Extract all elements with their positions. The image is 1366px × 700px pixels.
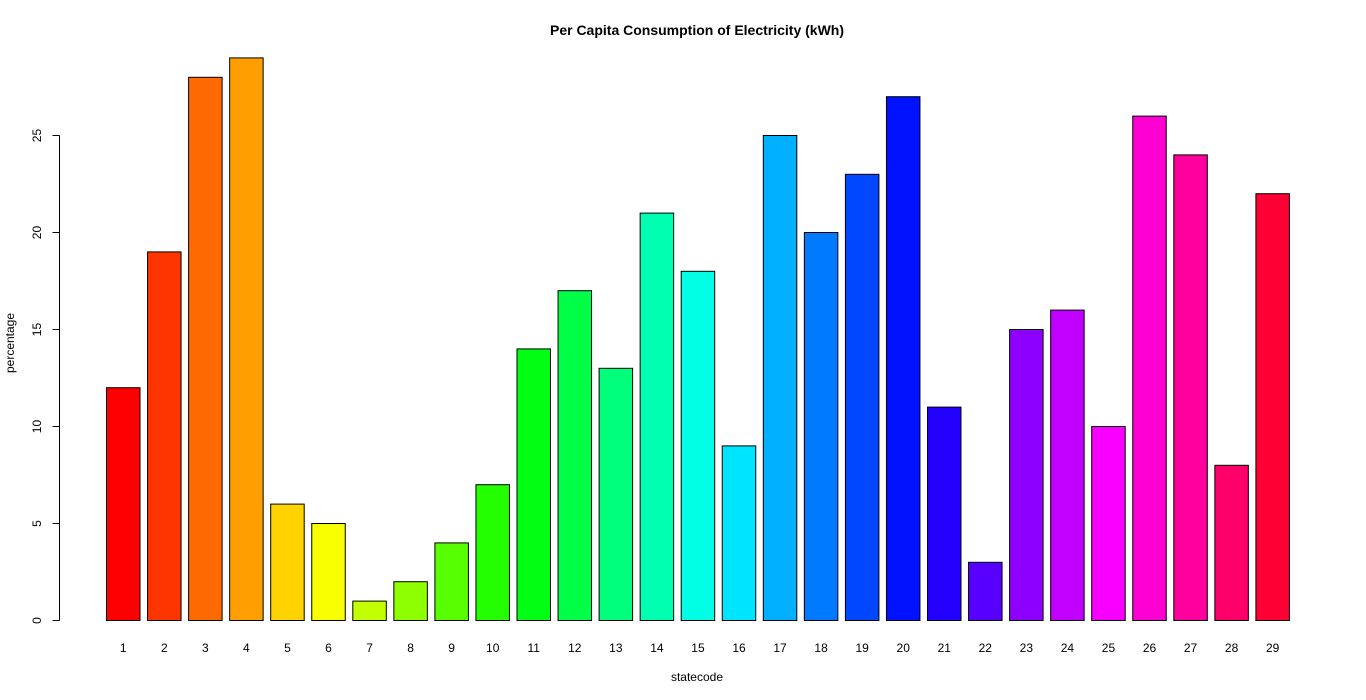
x-tick-label: 11 xyxy=(528,641,541,655)
bar-statecode-14 xyxy=(639,212,675,621)
y-tick-label: 0 xyxy=(30,617,44,624)
x-tick-label: 18 xyxy=(814,641,828,655)
x-tick-labels: 1 2 3 4 5 6 7 8 9 10 11 12 13 14 15 16 17 18 19 20 21 22 23 24 2… xyxy=(120,641,1280,655)
bar-statecode-23 xyxy=(1009,329,1044,621)
x-tick-label: 8 xyxy=(407,641,414,655)
bar-statecode-25 xyxy=(1091,426,1126,621)
x-tick-label: 2 xyxy=(161,641,168,655)
x-tick-label: 25 xyxy=(1102,641,1116,655)
x-tick-label: 24 xyxy=(1061,641,1075,655)
x-tick-label: 5 xyxy=(284,641,291,655)
x-tick-label: 20 xyxy=(897,641,911,655)
x-tick-label: 26 xyxy=(1143,641,1157,655)
bar-statecode-10 xyxy=(475,484,510,622)
x-tick-label: 22 xyxy=(979,641,993,655)
bar-statecode-29 xyxy=(1255,193,1290,621)
bar-statecode-9 xyxy=(434,542,469,622)
bar-statecode-5 xyxy=(270,503,305,622)
x-tick-label: 21 xyxy=(938,641,952,655)
bars-group xyxy=(106,57,1290,622)
bar-statecode-19 xyxy=(844,173,880,622)
bar-statecode-16 xyxy=(721,445,757,621)
bar-statecode-7 xyxy=(352,600,387,621)
x-tick-label: 29 xyxy=(1266,641,1280,655)
bar-statecode-2 xyxy=(147,251,182,621)
y-tick-label: 20 xyxy=(30,226,44,240)
x-tick-label: 10 xyxy=(486,641,500,655)
x-tick-label: 14 xyxy=(650,641,664,655)
bar-statecode-12 xyxy=(557,290,593,621)
bar-statecode-28 xyxy=(1214,464,1249,621)
x-tick-label: 6 xyxy=(325,641,332,655)
bar-statecode-13 xyxy=(598,367,634,621)
bar-statecode-26 xyxy=(1132,115,1167,621)
x-tick-label: 3 xyxy=(202,641,209,655)
x-axis-label: statecode xyxy=(671,670,723,684)
bar-statecode-15 xyxy=(680,270,716,621)
x-tick-label: 23 xyxy=(1020,641,1034,655)
y-tick-label: 15 xyxy=(30,323,44,337)
bar-statecode-24 xyxy=(1050,309,1085,621)
y-tick-label: 10 xyxy=(30,420,44,434)
x-tick-label: 16 xyxy=(732,641,746,655)
chart-title: Per Capita Consumption of Electricity (k… xyxy=(550,22,844,38)
x-tick-label: 28 xyxy=(1225,641,1239,655)
y-tick-label: 5 xyxy=(30,520,44,527)
bar-statecode-22 xyxy=(968,561,1003,621)
x-tick-label: 9 xyxy=(448,641,455,655)
bar-statecode-21 xyxy=(927,406,962,621)
x-tick-label: 13 xyxy=(609,641,623,655)
x-tick-label: 19 xyxy=(855,641,869,655)
bar-statecode-18 xyxy=(803,232,839,621)
bar-statecode-20 xyxy=(885,96,921,621)
x-tick-label: 7 xyxy=(366,641,373,655)
x-tick-label: 1 xyxy=(120,641,127,655)
bar-statecode-8 xyxy=(393,581,428,622)
x-tick-label: 4 xyxy=(243,641,250,655)
x-tick-label: 12 xyxy=(568,641,582,655)
bar-statecode-1 xyxy=(106,387,141,622)
bar-statecode-17 xyxy=(762,135,798,621)
y-axis-label: percentage xyxy=(3,313,17,373)
x-tick-label: 15 xyxy=(691,641,705,655)
bar-statecode-11 xyxy=(516,348,551,621)
bar-statecode-4 xyxy=(229,57,264,621)
bar-statecode-6 xyxy=(311,523,346,621)
y-axis: 0 5 10 15 20 25 xyxy=(30,129,60,624)
x-tick-label: 17 xyxy=(773,641,787,655)
x-tick-label: 27 xyxy=(1184,641,1198,655)
y-tick-label: 25 xyxy=(30,129,44,143)
bar-statecode-3 xyxy=(188,76,223,622)
bar-statecode-27 xyxy=(1173,154,1208,621)
